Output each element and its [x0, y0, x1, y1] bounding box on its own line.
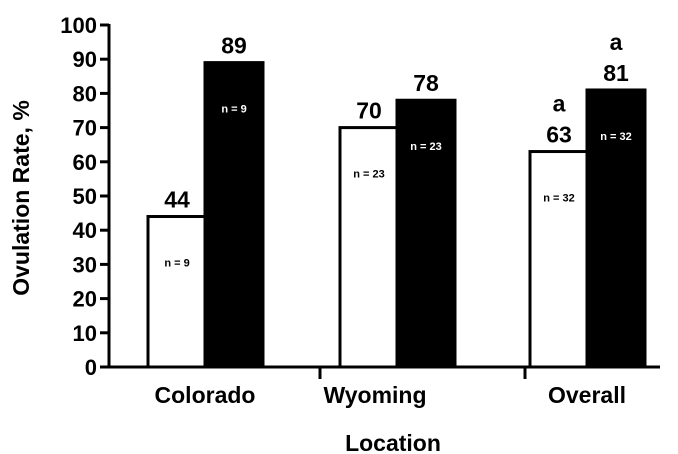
- y-tick-label: 70: [73, 116, 97, 141]
- value-label: 89: [221, 33, 247, 59]
- x-axis-label: Location: [345, 430, 441, 454]
- black-bar-wyoming: [395, 98, 457, 369]
- y-tick-label: 50: [73, 184, 97, 209]
- y-tick-label: 10: [73, 321, 97, 346]
- significance-letter: a: [610, 29, 623, 55]
- n-label: n = 23: [410, 141, 442, 153]
- value-label: 81: [603, 60, 629, 86]
- x-tick-label: Colorado: [155, 382, 256, 408]
- n-label: n = 32: [543, 193, 575, 205]
- y-axis: 0 10 20 30 40 50 60 70 80 90 100: [60, 13, 111, 380]
- y-tick-label: 80: [73, 81, 97, 106]
- bars: [146, 61, 647, 369]
- value-label: 63: [546, 122, 572, 148]
- y-axis-label: Ovulation Rate, %: [8, 100, 34, 296]
- n-label: n = 23: [353, 169, 385, 181]
- black-bar-colorado: [203, 61, 265, 369]
- bar-labels: 44 n = 9 70 n = 23 63 a n = 32 89 n = 9 78 n = 23 8…: [164, 29, 632, 270]
- x-tick-label: Overall: [548, 382, 626, 408]
- y-tick-label: 0: [85, 355, 97, 380]
- white-bar-colorado: [146, 215, 208, 369]
- value-label: 70: [356, 98, 382, 124]
- white-bar-wyoming: [338, 126, 400, 369]
- value-label: 44: [164, 187, 190, 213]
- y-tick-label: 100: [60, 13, 97, 38]
- y-tick-label: 60: [73, 150, 97, 175]
- n-label: n = 9: [221, 104, 246, 116]
- value-label: 78: [413, 70, 439, 96]
- n-label: n = 9: [164, 258, 189, 270]
- white-bar-overall: [528, 150, 590, 369]
- x-axis: Colorado Wyoming Overall: [107, 365, 660, 408]
- y-tick-label: 20: [73, 287, 97, 312]
- black-bar-overall: [585, 88, 647, 369]
- x-tick-label: Wyoming: [323, 382, 426, 408]
- n-label: n = 32: [600, 131, 632, 143]
- y-tick-label: 30: [73, 252, 97, 277]
- y-tick-label: 90: [73, 47, 97, 72]
- y-tick-label: 40: [73, 218, 97, 243]
- significance-letter: a: [553, 91, 566, 117]
